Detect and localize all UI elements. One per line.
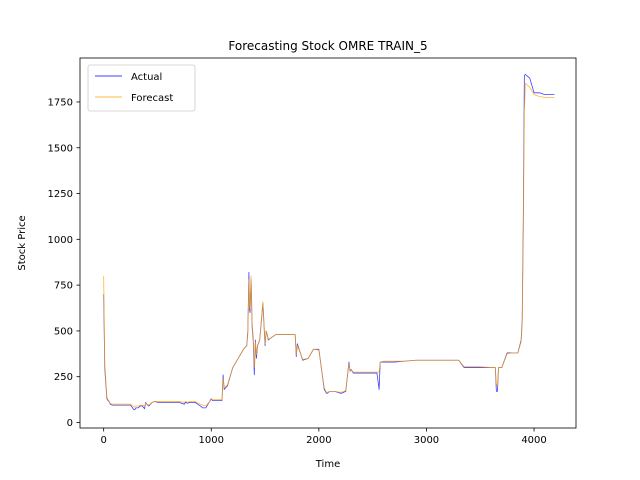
series-line-forecast xyxy=(103,83,555,408)
x-tick-label: 3000 xyxy=(414,435,439,446)
legend-box xyxy=(87,64,196,112)
y-tick-label: 750 xyxy=(54,281,73,292)
x-tick-label: 0 xyxy=(100,435,106,446)
series-layer xyxy=(103,74,555,411)
y-tick-label: 500 xyxy=(54,326,73,337)
x-tick-label: 4000 xyxy=(521,435,546,446)
y-tick-label: 1250 xyxy=(48,189,73,200)
y-axis-title: Stock Price xyxy=(17,215,28,270)
y-tick-label: 0 xyxy=(67,418,73,429)
legend-label-actual: Actual xyxy=(131,72,162,83)
legend: Actual Forecast xyxy=(87,64,196,112)
x-tick-label: 2000 xyxy=(306,435,331,446)
y-tick-label: 1000 xyxy=(48,235,73,246)
plot-area xyxy=(79,57,577,429)
plot-frame xyxy=(79,57,577,429)
y-tick-label: 1500 xyxy=(48,143,73,154)
legend-label-forecast: Forecast xyxy=(131,93,173,104)
x-axis: 0 1000 2000 3000 4000 xyxy=(100,428,547,446)
y-tick-label: 250 xyxy=(54,372,73,383)
x-axis-title: Time xyxy=(315,459,340,470)
y-tick-label: 1750 xyxy=(48,97,73,108)
x-tick-label: 1000 xyxy=(199,435,224,446)
y-axis: 0 250 500 750 1000 1250 1500 1750 xyxy=(48,97,80,429)
chart-title: Forecasting Stock OMRE TRAIN_5 xyxy=(228,39,427,53)
